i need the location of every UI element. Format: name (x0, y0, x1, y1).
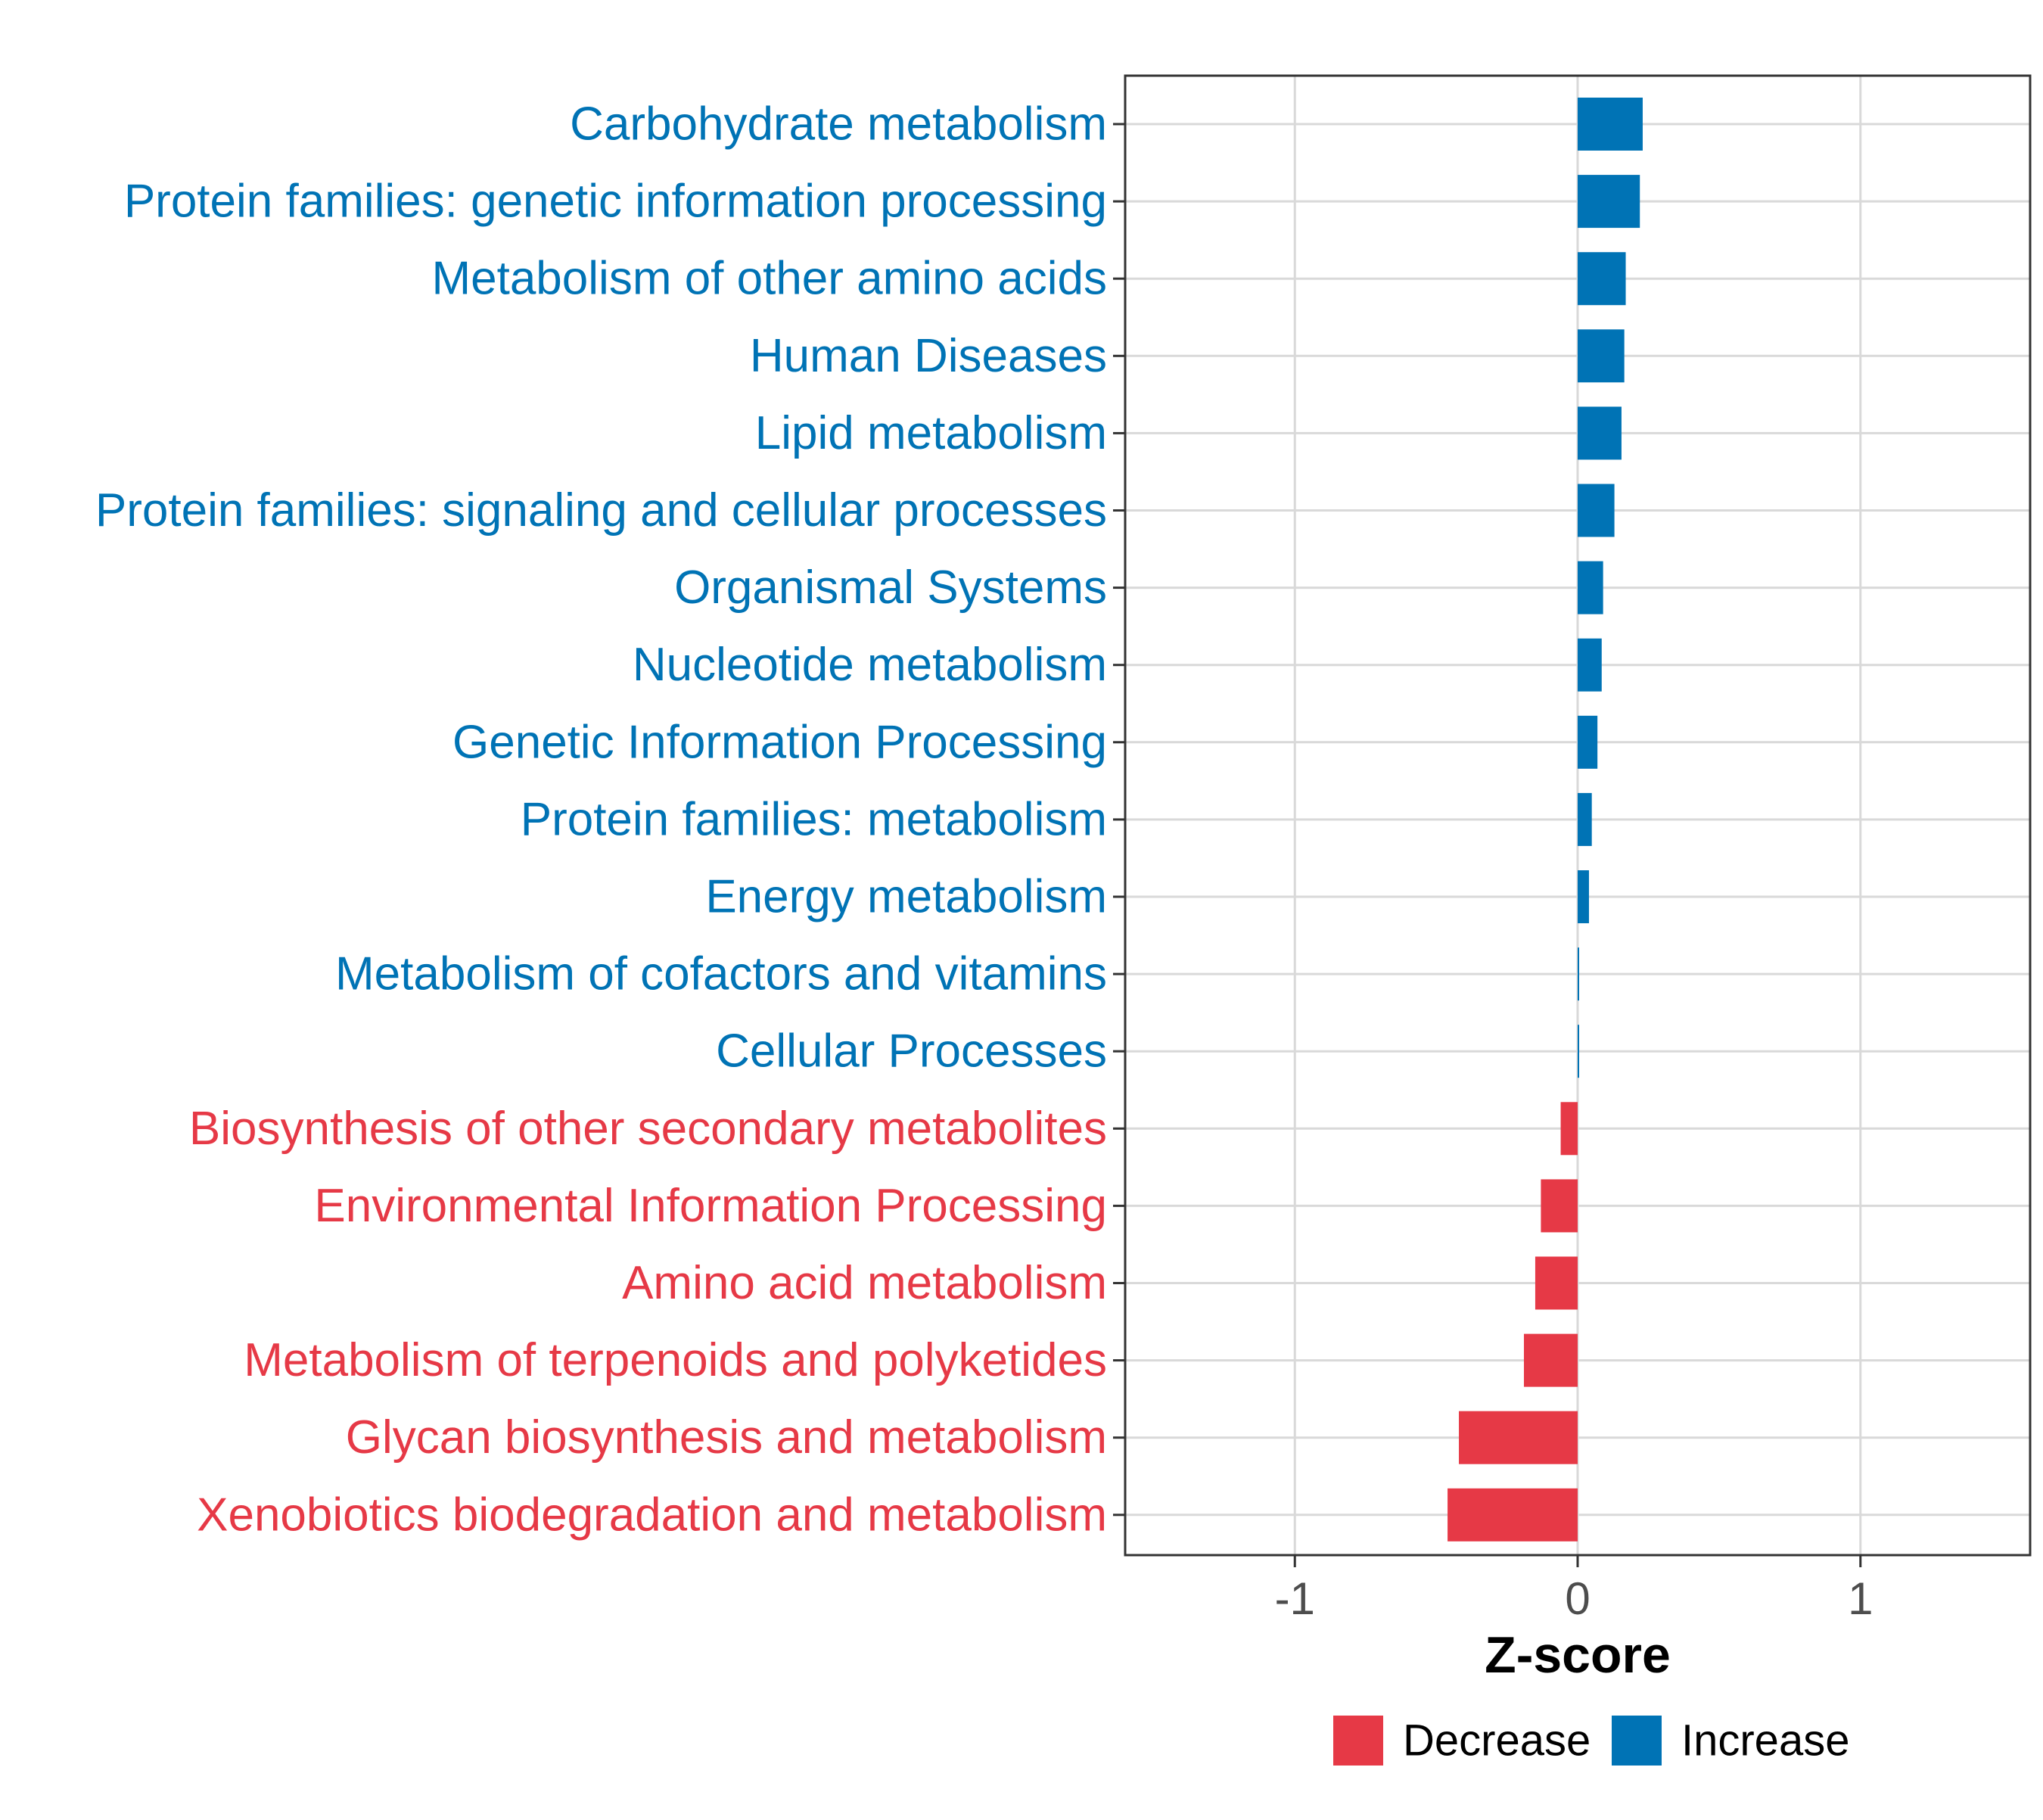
category-label: Protein families: metabolism (521, 793, 1107, 845)
category-label: Protein families: signaling and cellular… (95, 484, 1107, 537)
category-label: Metabolism of cofactors and vitamins (335, 948, 1107, 1000)
category-label: Metabolism of terpenoids and polyketides (244, 1334, 1107, 1386)
bar-environmental-information-processing (1541, 1179, 1578, 1233)
category-label: Environmental Information Processing (314, 1180, 1107, 1232)
x-tick-label: 1 (1848, 1573, 1873, 1624)
x-axis: -1 0 1 (1275, 1555, 1873, 1624)
bar-metabolism-of-terpenoids-and-polyketides (1523, 1333, 1578, 1387)
category-label: Genetic Information Processing (452, 716, 1107, 768)
category-label: Cellular Processes (716, 1025, 1107, 1078)
legend-swatch-increase (1612, 1716, 1662, 1766)
category-label: Lipid metabolism (755, 407, 1107, 459)
bar-biosynthesis-of-other-secondary-metabolites (1560, 1102, 1578, 1156)
x-tick-label: 0 (1565, 1573, 1590, 1624)
bar-layer (1448, 98, 1643, 1542)
bar-metabolism-of-cofactors-and-vitamins (1578, 947, 1579, 1001)
bar-metabolism-of-other-amino-acids (1578, 252, 1626, 306)
legend-label-decrease: Decrease (1403, 1716, 1591, 1766)
bar-human-diseases (1578, 329, 1625, 383)
category-label: Amino acid metabolism (622, 1257, 1107, 1309)
bar-amino-acid-metabolism (1535, 1256, 1578, 1310)
category-label: Protein families: genetic information pr… (124, 176, 1107, 228)
bar-nucleotide-metabolism (1578, 638, 1602, 692)
category-label: Nucleotide metabolism (633, 639, 1107, 691)
category-label: Metabolism of other amino acids (431, 253, 1107, 305)
bar-carbohydrate-metabolism (1578, 98, 1643, 151)
bar-glycan-biosynthesis-and-metabolism (1459, 1411, 1578, 1464)
x-axis-title: Z-score (1485, 1626, 1671, 1684)
legend-label-increase: Increase (1681, 1716, 1849, 1766)
bar-protein-families-signaling-and-cellular-processes (1578, 484, 1615, 537)
bar-cellular-processes (1578, 1025, 1579, 1078)
bar-genetic-information-processing (1578, 715, 1598, 769)
category-label: Human Diseases (750, 330, 1107, 382)
legend: Decrease Increase (1333, 1716, 1849, 1766)
y-axis: Carbohydrate metabolism Protein families:… (95, 98, 1125, 1541)
legend-swatch-decrease (1333, 1716, 1383, 1766)
bar-energy-metabolism (1578, 870, 1589, 923)
category-label: Xenobiotics biodegradation and metabolis… (197, 1489, 1107, 1541)
bar-protein-families-genetic-information-processing (1578, 175, 1640, 229)
bar-protein-families-metabolism (1578, 792, 1592, 846)
category-label: Energy metabolism (705, 871, 1107, 923)
category-label: Glycan biosynthesis and metabolism (346, 1411, 1107, 1464)
bar-organismal-systems (1578, 561, 1603, 614)
bar-xenobiotics-biodegradation-and-metabolism (1448, 1488, 1578, 1542)
x-tick-label: -1 (1275, 1573, 1315, 1624)
category-label: Organismal Systems (674, 562, 1107, 614)
bar-lipid-metabolism (1578, 406, 1622, 460)
category-label: Carbohydrate metabolism (570, 98, 1107, 151)
category-label: Biosynthesis of other secondary metaboli… (189, 1103, 1107, 1155)
